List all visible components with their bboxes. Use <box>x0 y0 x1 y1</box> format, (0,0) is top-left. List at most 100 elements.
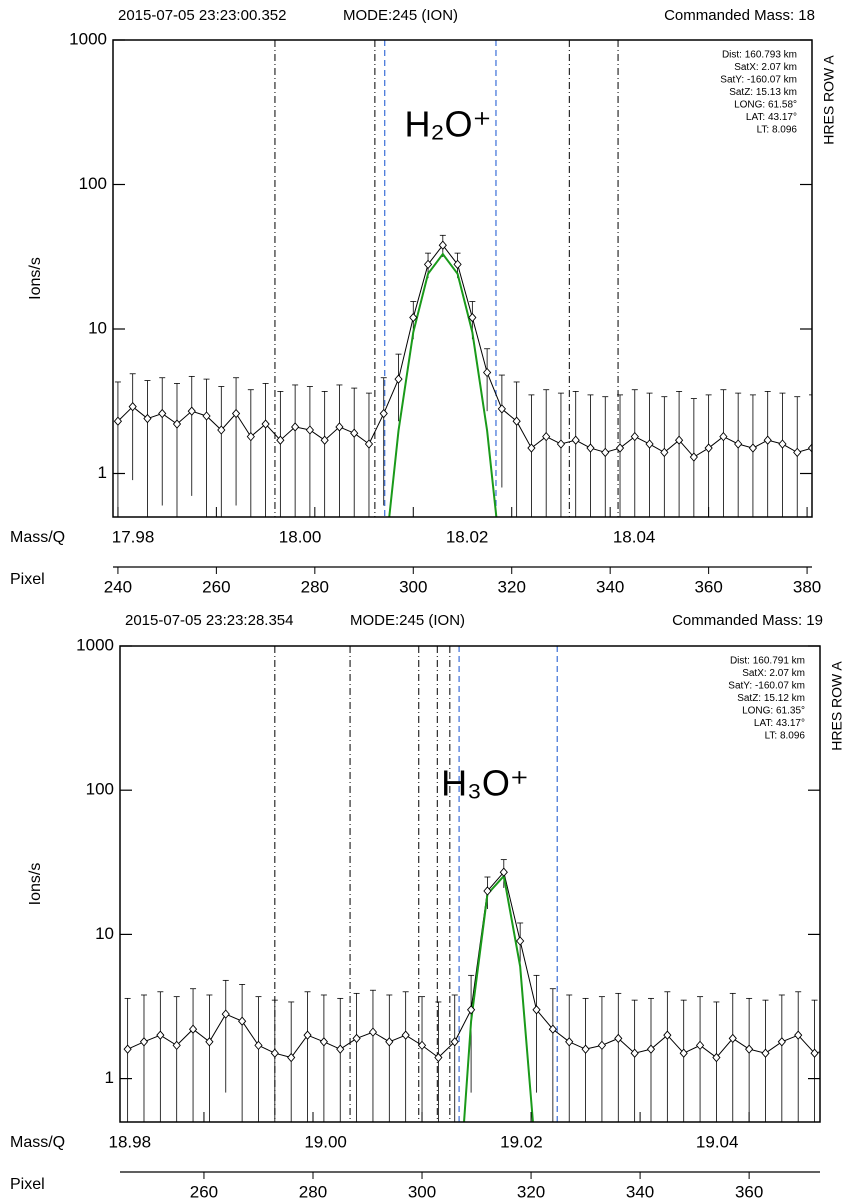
data-point <box>728 1033 737 1044</box>
x-axis-label: Pixel <box>10 1176 45 1193</box>
y-tick-label: 10 <box>88 318 107 337</box>
x-tick-label: 300 <box>408 1182 436 1201</box>
x2-tick-label: 17.98 <box>112 527 155 546</box>
y-tick-label: 10 <box>95 924 114 943</box>
x-tick-label: 240 <box>104 577 132 596</box>
data-point <box>123 1044 132 1054</box>
data-point <box>303 1030 312 1040</box>
title-right: Commanded Mass: 19 <box>672 612 823 629</box>
data-point <box>434 1052 443 1063</box>
data-point <box>202 411 211 421</box>
data-point <box>542 431 551 442</box>
data-point <box>763 435 772 445</box>
data-point <box>246 431 255 442</box>
plot-area <box>123 646 834 1122</box>
data-point <box>217 425 226 435</box>
data-point <box>350 428 359 438</box>
x-tick-label: 260 <box>202 577 230 596</box>
data-point <box>379 408 388 419</box>
data-point <box>827 1045 834 1053</box>
data-point <box>364 439 374 449</box>
data-point <box>719 431 728 442</box>
data-point <box>679 1048 688 1058</box>
data-point <box>532 1005 541 1015</box>
y-axis-label: Ions/s <box>27 863 44 906</box>
x2-tick-label: 18.02 <box>446 527 489 546</box>
x2-tick-label: 19.04 <box>696 1132 739 1151</box>
data-point <box>113 416 123 426</box>
x-tick-label: 380 <box>793 577 821 596</box>
data-point <box>689 452 698 462</box>
data-point <box>336 1044 345 1054</box>
x-tick-label: 320 <box>517 1182 545 1201</box>
x2-tick-label: 18.00 <box>279 527 322 546</box>
data-point <box>807 443 812 453</box>
x-tick-label: 320 <box>498 577 526 596</box>
data-point <box>745 1044 754 1054</box>
data-point <box>276 435 285 445</box>
info-line: SatZ: 15.13 km <box>729 87 797 98</box>
data-point <box>748 443 758 453</box>
data-point <box>335 422 344 432</box>
data-point <box>205 1037 214 1047</box>
y-tick-label: 1000 <box>76 635 114 654</box>
data-point <box>187 406 196 416</box>
data-point <box>660 447 669 458</box>
y-tick-label: 1000 <box>69 29 107 48</box>
data-point <box>238 1016 247 1026</box>
x-tick-label: 300 <box>399 577 427 596</box>
y-tick-label: 1 <box>105 1068 114 1087</box>
side-label: HRES ROW A <box>829 661 845 751</box>
x2-tick-label: 19.02 <box>500 1132 543 1151</box>
x2-axis-label: Mass/Q <box>10 1134 65 1151</box>
x-tick-label: 280 <box>299 1182 327 1201</box>
y-axis-label: Ions/s <box>27 257 44 300</box>
plot-frame <box>119 645 821 1123</box>
x-tick-label: 340 <box>596 577 624 596</box>
data-point <box>630 431 639 442</box>
data-point <box>499 867 508 877</box>
data-point <box>468 312 477 323</box>
data-point <box>630 1048 639 1058</box>
data-point <box>597 1040 607 1051</box>
data-point <box>615 443 625 453</box>
x-tick-label: 360 <box>694 577 722 596</box>
data-point <box>319 1037 328 1047</box>
data-point <box>483 367 492 378</box>
data-point <box>565 1037 574 1047</box>
data-point <box>156 1030 165 1040</box>
x-tick-label: 340 <box>626 1182 654 1201</box>
y-tick-label: 100 <box>86 780 114 799</box>
data-point <box>556 439 566 449</box>
title-left: 2015-07-05 23:23:00.352 <box>118 7 286 24</box>
data-point <box>581 1044 590 1054</box>
info-line: LONG: 61.35° <box>742 706 805 717</box>
info-line: SatX: 2.07 km <box>742 668 805 679</box>
data-point <box>704 443 713 453</box>
info-line: LT: 8.096 <box>757 125 798 136</box>
data-point <box>291 422 300 432</box>
x2-tick-label: 18.04 <box>613 527 656 546</box>
data-point <box>483 886 492 896</box>
title-mid: MODE:245 (ION) <box>350 612 465 629</box>
annotation: H₂O⁺ <box>405 104 492 145</box>
data-point <box>221 1009 230 1019</box>
data-point <box>352 1033 361 1044</box>
data-point <box>172 419 182 429</box>
data-point <box>287 1052 296 1063</box>
x2-tick-label: 18.98 <box>109 1132 152 1151</box>
data-point <box>450 1037 459 1047</box>
info-line: Dist: 160.791 km <box>730 656 805 667</box>
data-point <box>261 419 270 429</box>
data-line <box>117 244 812 458</box>
data-point <box>571 435 580 445</box>
title-right: Commanded Mass: 18 <box>664 7 815 24</box>
data-point <box>417 1040 427 1051</box>
info-line: LT: 8.096 <box>765 731 806 742</box>
x-axis-label: Pixel <box>10 571 45 588</box>
data-point <box>663 1030 672 1040</box>
info-line: SatY: -160.07 km <box>720 75 797 86</box>
data-point <box>761 1048 770 1058</box>
data-point <box>793 447 802 458</box>
fit-line <box>463 873 534 1122</box>
